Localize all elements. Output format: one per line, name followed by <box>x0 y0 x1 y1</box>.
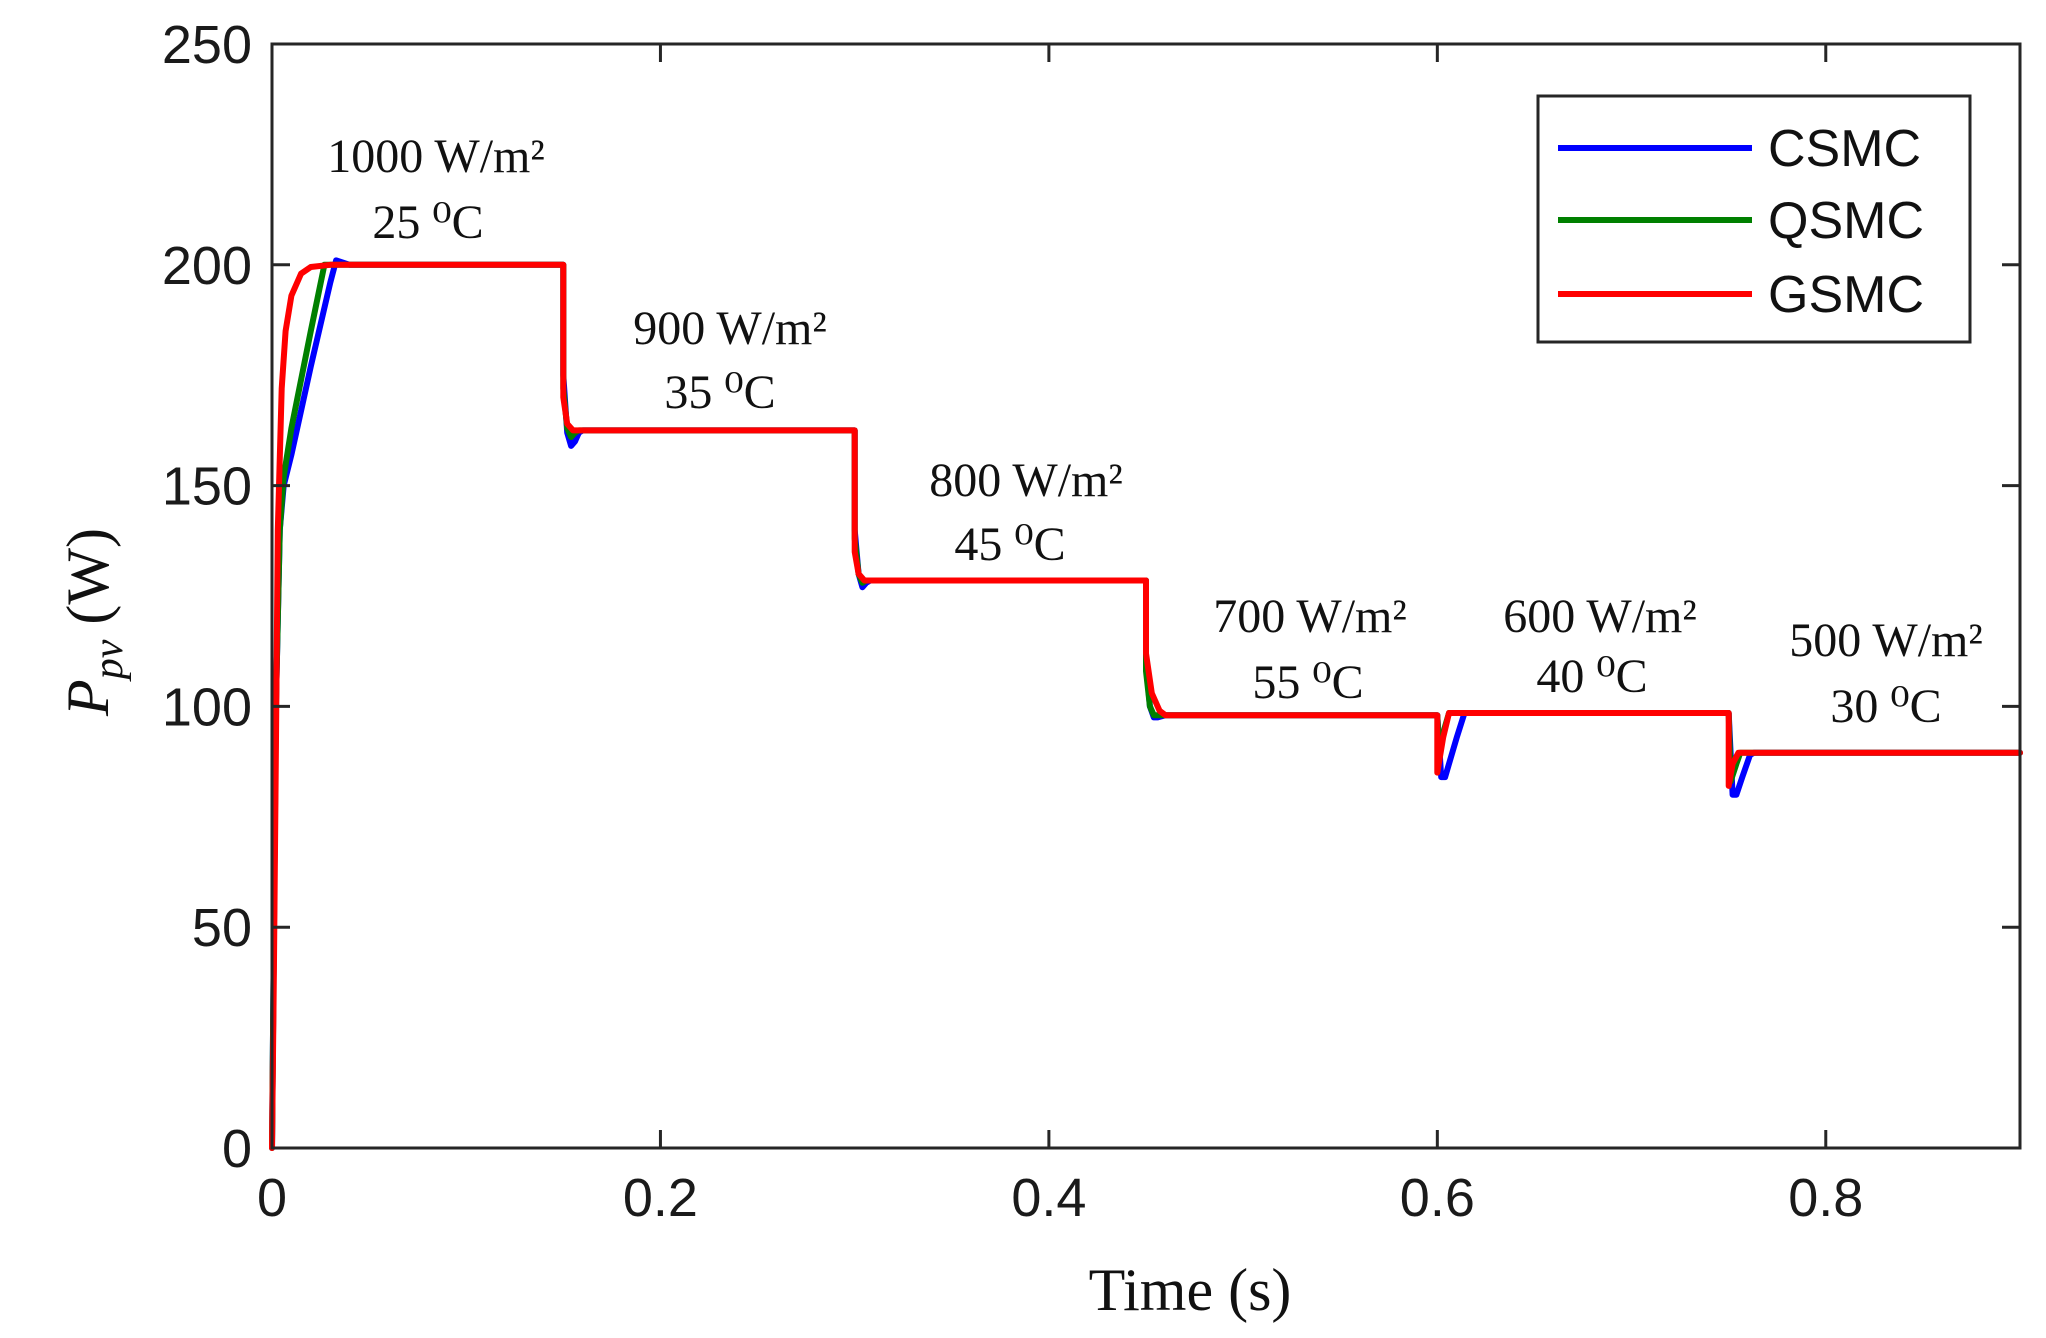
annotation-irradiance: 900 W/m² <box>633 302 827 355</box>
annotation-temperature: 25 ⁰C <box>372 196 483 249</box>
annotation-irradiance: 1000 W/m² <box>327 130 545 183</box>
annotation-irradiance: 600 W/m² <box>1503 590 1697 643</box>
legend-label-gsmc: GSMC <box>1768 266 1924 324</box>
y-tick-label: 150 <box>162 457 252 517</box>
x-tick-label: 0.6 <box>1400 1168 1475 1228</box>
annotation-temperature: 30 ⁰C <box>1830 680 1941 733</box>
annotation-temperature: 45 ⁰C <box>954 518 1065 571</box>
x-tick-label: 0.2 <box>623 1168 698 1228</box>
annotation-temperature: 55 ⁰C <box>1252 656 1363 709</box>
y-axis-title-sub: pv <box>86 639 132 682</box>
x-axis-title: Time (s) <box>1089 1257 1292 1323</box>
y-tick-label: 100 <box>162 677 252 737</box>
ticks-layer: 0 0.2 0.4 0.6 0.8 0 50 100 150 200 250 <box>162 15 2020 1228</box>
plot-area-frame <box>270 42 2022 1150</box>
y-tick-label: 50 <box>192 898 252 958</box>
y-axis-title: Ppv (W) <box>55 528 132 717</box>
annotation-temperature: 35 ⁰C <box>664 366 775 419</box>
annotation-irradiance: 500 W/m² <box>1789 614 1983 667</box>
legend-label-csmc: CSMC <box>1768 120 1921 178</box>
legend: CSMC QSMC GSMC <box>1536 94 1972 344</box>
y-axis-title-unit: (W) <box>55 528 121 640</box>
y-tick-label: 200 <box>162 236 252 296</box>
y-axis-title-main: P <box>55 679 121 717</box>
condition-annotations: 1000 W/m² 25 ⁰C 900 W/m² 35 ⁰C 800 W/m² … <box>327 130 1983 733</box>
y-tick-label: 250 <box>162 15 252 75</box>
x-tick-label: 0.4 <box>1011 1168 1086 1228</box>
legend-label-qsmc: QSMC <box>1768 192 1924 250</box>
annotation-irradiance: 700 W/m² <box>1213 590 1407 643</box>
x-tick-label: 0.8 <box>1788 1168 1863 1228</box>
annotation-irradiance: 800 W/m² <box>929 454 1123 507</box>
annotation-temperature: 40 ⁰C <box>1536 650 1647 703</box>
y-tick-label: 0 <box>222 1119 252 1179</box>
series-line-gsmc <box>269 261 2023 1151</box>
series-layer <box>269 257 2023 1151</box>
x-tick-label: 0 <box>257 1168 287 1228</box>
